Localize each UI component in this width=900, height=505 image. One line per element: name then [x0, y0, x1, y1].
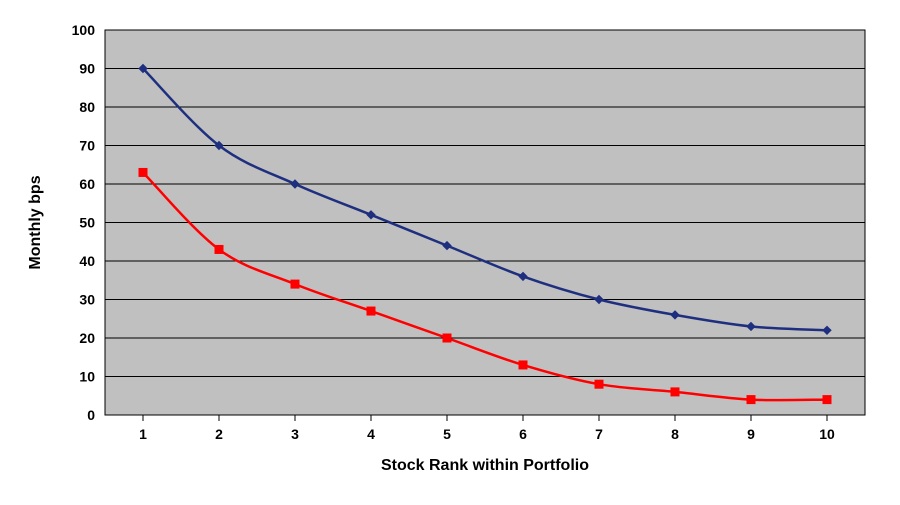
y-axis-label: Monthly bps	[27, 175, 44, 269]
x-tick-label: 4	[367, 426, 375, 442]
marker-square-icon	[747, 396, 755, 404]
x-tick-label: 8	[671, 426, 679, 442]
y-tick-label: 60	[79, 176, 95, 192]
marker-square-icon	[671, 388, 679, 396]
y-tick-label: 80	[79, 99, 95, 115]
line-chart: 123456789100102030405060708090100Stock R…	[0, 0, 900, 505]
y-tick-label: 0	[87, 407, 95, 423]
x-tick-label: 2	[215, 426, 223, 442]
x-axis-label: Stock Rank within Portfolio	[381, 457, 589, 474]
marker-square-icon	[823, 396, 831, 404]
marker-square-icon	[519, 361, 527, 369]
y-tick-label: 10	[79, 369, 95, 385]
y-tick-label: 50	[79, 215, 95, 231]
x-tick-label: 10	[819, 426, 835, 442]
marker-square-icon	[291, 280, 299, 288]
y-tick-label: 100	[72, 22, 96, 38]
marker-square-icon	[215, 245, 223, 253]
y-tick-label: 90	[79, 61, 95, 77]
marker-square-icon	[595, 380, 603, 388]
y-tick-label: 70	[79, 138, 95, 154]
x-tick-label: 3	[291, 426, 299, 442]
marker-square-icon	[367, 307, 375, 315]
x-tick-label: 6	[519, 426, 527, 442]
y-tick-label: 20	[79, 330, 95, 346]
marker-square-icon	[443, 334, 451, 342]
marker-square-icon	[139, 168, 147, 176]
chart-svg: 123456789100102030405060708090100Stock R…	[0, 0, 900, 505]
y-tick-label: 30	[79, 292, 95, 308]
x-tick-label: 7	[595, 426, 603, 442]
x-tick-label: 1	[139, 426, 147, 442]
x-tick-label: 9	[747, 426, 755, 442]
x-tick-label: 5	[443, 426, 451, 442]
y-tick-label: 40	[79, 253, 95, 269]
